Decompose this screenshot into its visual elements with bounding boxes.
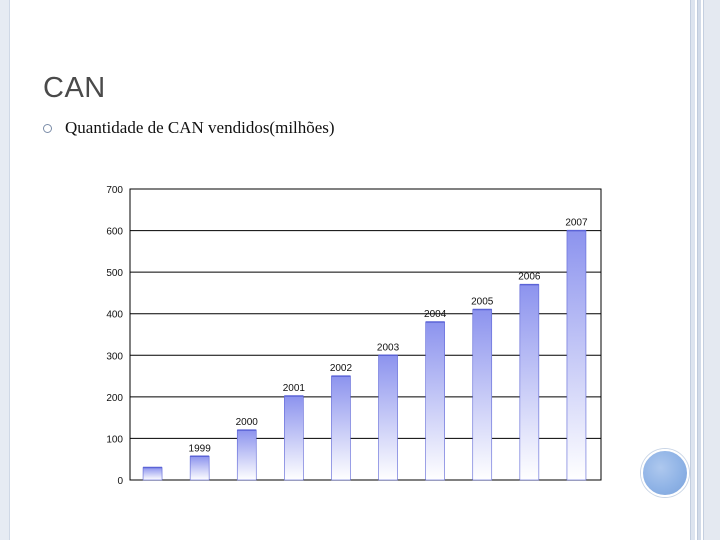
y-tick-label: 0 xyxy=(117,476,123,487)
bar-category-label: 2006 xyxy=(518,272,541,283)
bar xyxy=(331,375,351,481)
y-tick-label: 600 xyxy=(106,227,123,238)
y-tick-label: 400 xyxy=(106,310,123,321)
slide-title: CAN xyxy=(43,72,106,104)
y-tick-label: 700 xyxy=(106,185,123,196)
bar-category-label: 1999 xyxy=(189,443,212,454)
bar xyxy=(472,309,493,481)
chart-labels: 0 100 200 300 400 500 600 700 1999 2000 2001 2002 20… xyxy=(106,185,588,487)
bar xyxy=(378,354,398,481)
y-tick-label: 200 xyxy=(106,393,123,404)
left-decorative-rule xyxy=(0,0,10,540)
bar-category-label: 2007 xyxy=(565,218,588,229)
bar xyxy=(566,230,587,481)
right-decorative-stripe xyxy=(690,0,695,540)
bar xyxy=(519,284,540,481)
bar-category-label: 2004 xyxy=(424,309,447,320)
bullet-text: Quantidade de CAN vendidos(milhões) xyxy=(65,118,335,137)
bar xyxy=(284,395,304,481)
bar-chart: 0 100 200 300 400 500 600 700 1999 2000 2001 2002 20… xyxy=(106,185,602,487)
bar-category-label: 2001 xyxy=(283,383,306,394)
chart-bars xyxy=(142,229,587,481)
bar-category-label: 2005 xyxy=(471,297,494,308)
bar xyxy=(142,467,163,481)
right-decorative-stripe xyxy=(697,0,701,540)
bar-category-label: 2003 xyxy=(377,342,400,353)
y-tick-label: 100 xyxy=(106,434,123,445)
bar-category-label: 2002 xyxy=(330,363,353,374)
bar xyxy=(236,429,257,481)
right-decorative-stripe xyxy=(703,0,720,540)
bar xyxy=(425,321,445,481)
y-tick-label: 500 xyxy=(106,268,123,279)
bar-category-label: 2000 xyxy=(236,417,259,428)
y-tick-label: 300 xyxy=(106,351,123,362)
decorative-circle-icon xyxy=(641,449,689,497)
bullet-circle-icon xyxy=(43,124,52,133)
plot-frame xyxy=(129,188,602,481)
bar xyxy=(189,456,210,481)
